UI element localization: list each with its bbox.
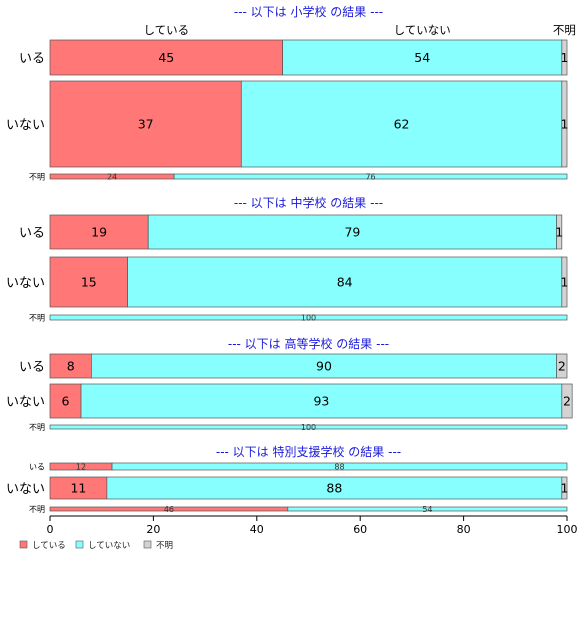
x-tick-label: 60 [353,523,367,536]
row-label: いる [19,52,45,67]
legend-label-not-doing: していない [88,541,130,551]
x-tick-label: 0 [47,523,54,536]
bar-segment-unknown [556,214,563,250]
value-label: 1 [560,481,568,496]
value-label: 8 [67,359,75,374]
value-label: 1 [555,225,563,240]
bar-segment-not-doing [127,256,563,308]
value-label: 19 [91,225,107,240]
panel-title-1: --- 以下は 小学校 の結果 --- [234,4,383,19]
bar-segment-unknown [561,80,568,168]
column-label-not-doing: していない [394,23,451,37]
value-label: 1 [560,275,568,290]
value-label: 12 [76,463,86,472]
legend-swatch-doing [19,540,28,549]
row-label: いない [6,276,45,291]
row-label: 不明 [29,173,45,182]
bar-segment-not-doing [111,462,568,471]
panel-title-3: --- 以下は 高等学校 の結果 --- [228,336,389,351]
value-label: 2 [563,394,571,409]
value-label: 15 [81,275,97,290]
bar-segment-doing [49,214,149,250]
panel-title-4: --- 以下は 特別支援学校 の結果 --- [216,444,401,459]
row-label: いる [19,226,45,241]
bar-segment-not-doing [147,214,558,250]
bar-segment-not-doing [49,424,568,430]
row-label: いない [6,395,45,410]
row-label: いない [6,482,45,497]
value-label: 93 [313,394,329,409]
value-label: 100 [301,314,316,323]
value-label: 11 [70,481,86,496]
value-label: 100 [301,423,316,432]
value-label: 45 [158,50,174,65]
value-label: 88 [326,481,342,496]
bar-segment-not-doing [287,506,568,512]
value-label: 6 [62,394,70,409]
value-label: 54 [422,505,432,514]
value-label: 76 [365,173,375,182]
value-label: 88 [334,463,344,472]
bar-segment-not-doing [49,314,568,321]
bar-segment-unknown [561,256,568,308]
bar-segment-not-doing [240,80,563,168]
x-tick-label: 40 [250,523,264,536]
row-label: いる [29,463,45,472]
value-label: 79 [344,225,360,240]
row-label: 不明 [29,314,45,323]
bar-segment-unknown [556,353,568,379]
value-label: 2 [558,359,566,374]
value-label: 1 [560,117,568,132]
value-label: 90 [316,359,332,374]
bar-segment-doing [49,353,92,379]
bar-segment-not-doing [282,39,563,76]
value-label: 37 [138,117,154,132]
bar-segment-unknown [561,383,573,419]
row-label: いない [6,118,45,133]
column-label-doing: している [143,23,189,37]
value-label: 62 [394,117,410,132]
legend-label-unknown: 不明 [156,541,173,551]
bar-segment-doing [49,39,283,76]
value-label: 46 [164,505,174,514]
legend-label-doing: している [32,541,66,551]
value-label: 24 [107,173,117,182]
value-label: 84 [337,275,353,290]
panel-title-2: --- 以下は 中学校 の結果 --- [234,195,383,210]
x-tick-label: 100 [557,523,578,536]
bar-segment-not-doing [91,353,558,379]
x-tick-label: 20 [146,523,160,536]
bar-segment-not-doing [173,173,568,180]
bar-segment-unknown [561,39,568,76]
bar-segment-unknown [561,476,568,500]
row-label: 不明 [29,505,45,514]
x-tick-label: 80 [457,523,471,536]
value-label: 54 [414,50,430,65]
bar-segment-not-doing [80,383,563,419]
column-label-unknown: 不明 [553,23,576,37]
row-label: いる [19,360,45,375]
row-label: 不明 [29,423,45,432]
legend-swatch-unknown [143,540,152,549]
legend-swatch-not-doing [75,540,84,549]
value-label: 1 [560,50,568,65]
